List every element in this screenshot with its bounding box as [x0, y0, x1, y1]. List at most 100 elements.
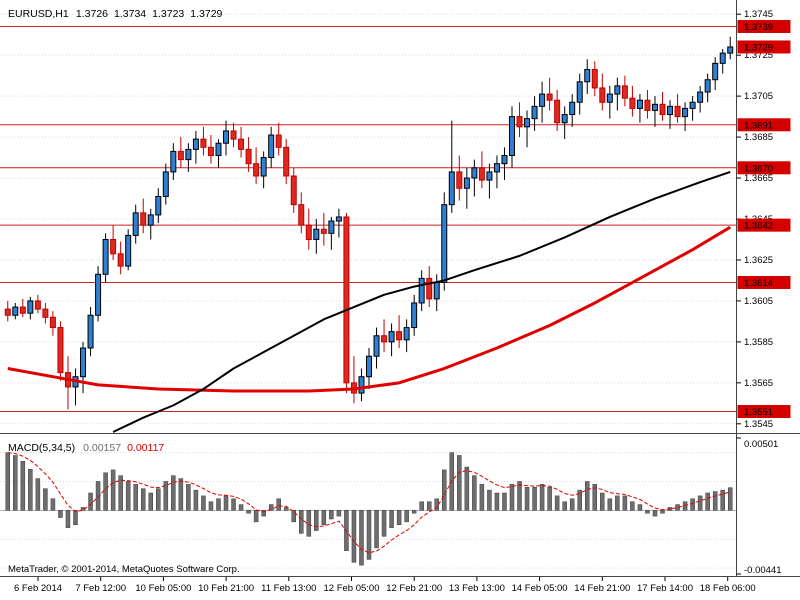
- candle: [238, 126, 245, 158]
- macd-bar: [73, 510, 78, 526]
- macd-bar: [148, 492, 154, 511]
- price-tag: 1.3739: [737, 19, 791, 33]
- ma-trend-line[interactable]: [7, 225, 732, 393]
- candle: [328, 216, 335, 250]
- candle: [659, 92, 666, 121]
- macd-bar: [554, 495, 560, 511]
- macd-bar: [366, 510, 372, 560]
- candle: [614, 77, 621, 111]
- macd-bar: [28, 468, 33, 511]
- candle: [606, 85, 613, 119]
- symbol-ohlc-label: EURUSD,H1 1.3726 1.3734 1.3723 1.3729: [8, 8, 223, 20]
- macd-name: MACD(5,34,5): [8, 442, 75, 454]
- macd-bar: [216, 498, 221, 511]
- macd-bar: [494, 492, 500, 511]
- time-axis[interactable]: 6 Feb 2014 7 Feb 12:00 10 Feb 05:00 10 Feb …: [14, 577, 756, 594]
- price-tick-label: 1.3725: [744, 50, 773, 61]
- candle: [599, 73, 606, 111]
- svg-text:1.3642: 1.3642: [744, 221, 773, 232]
- macd-bar: [193, 489, 199, 511]
- macd-bar: [201, 495, 206, 511]
- candle: [200, 126, 207, 156]
- candle: [350, 356, 357, 404]
- macd-bar: [186, 484, 191, 511]
- macd-bar: [95, 481, 101, 511]
- candle: [140, 198, 147, 234]
- macd-bar: [291, 510, 296, 523]
- macd-bar: [607, 498, 613, 511]
- macd-bar: [411, 510, 417, 514]
- macd-bar: [404, 510, 409, 523]
- price-tags: 1.3739 1.3729 1.3691 1.3670 1.3642 1.3614 1.35…: [737, 19, 791, 419]
- time-tick-label: 14 Feb 05:00: [512, 583, 568, 594]
- time-tick-label: 6 Feb 2014: [14, 583, 62, 594]
- candle: [132, 204, 139, 244]
- candle: [501, 147, 508, 181]
- macd-bar: [178, 478, 184, 511]
- candle: [72, 368, 79, 406]
- candle: [667, 100, 674, 129]
- macd-indicator-label: MACD(5,34,5) 0.00157 0.00117: [8, 442, 164, 454]
- time-tick-label: 12 Feb 21:00: [386, 583, 442, 594]
- price-tick-label: 1.3625: [744, 255, 773, 266]
- candle: [305, 208, 312, 250]
- candle: [260, 151, 267, 189]
- ma-slow-line[interactable]: [112, 170, 731, 433]
- candle: [539, 81, 546, 123]
- macd-bar: [336, 510, 342, 517]
- candle: [719, 49, 726, 74]
- candle: [426, 266, 433, 308]
- svg-text:1.3670: 1.3670: [744, 163, 773, 174]
- candle: [4, 300, 11, 322]
- macd-bar: [58, 510, 63, 518]
- candle: [546, 77, 553, 111]
- candle: [388, 323, 395, 357]
- svg-text:1.3729: 1.3729: [744, 42, 773, 53]
- macd-bar: [457, 455, 462, 511]
- macd-bar: [110, 469, 116, 511]
- macd-bar: [622, 495, 628, 511]
- macd-bar: [577, 489, 582, 511]
- candle: [110, 225, 117, 260]
- candle: [27, 296, 34, 320]
- macd-bar: [487, 489, 492, 511]
- macd-bar: [283, 507, 289, 511]
- macd-bar: [374, 510, 379, 549]
- macd-bar: [600, 492, 605, 511]
- macd-bar: [426, 501, 432, 511]
- macd-bar: [539, 484, 545, 511]
- macd-main-value: 0.00157: [83, 442, 121, 454]
- macd-bar: [43, 488, 48, 511]
- price-tick-label: 1.3605: [744, 296, 773, 307]
- macd-bar: [133, 484, 138, 511]
- macd-bar: [88, 492, 93, 511]
- candle: [268, 126, 275, 168]
- time-tick-label: 7 Feb 12:00: [75, 583, 126, 594]
- candle: [170, 143, 177, 181]
- candle: [569, 94, 576, 127]
- candle: [524, 110, 531, 148]
- macd-bar: [479, 484, 485, 511]
- support-resistance-lines[interactable]: [0, 25, 736, 413]
- svg-text:1.3614: 1.3614: [744, 278, 773, 289]
- price-tag: 1.3642: [737, 218, 791, 232]
- macd-bar: [13, 455, 18, 511]
- macd-bar: [472, 475, 477, 511]
- candle: [493, 155, 500, 189]
- macd-bar: [314, 510, 319, 531]
- candle: [448, 120, 455, 213]
- candle: [674, 94, 681, 123]
- candle: [651, 96, 658, 127]
- candle: [478, 151, 485, 189]
- macd-pane[interactable]: [5, 452, 733, 566]
- time-tick-label: 13 Feb 13:00: [449, 583, 505, 594]
- macd-bar: [5, 452, 11, 511]
- candle: [49, 311, 56, 336]
- time-tick-label: 18 Feb 06:00: [700, 583, 756, 594]
- candle: [64, 356, 71, 410]
- candle: [704, 73, 711, 103]
- macd-bar: [163, 481, 169, 511]
- candle: [185, 143, 192, 172]
- price-tick-label: 1.3565: [744, 378, 773, 389]
